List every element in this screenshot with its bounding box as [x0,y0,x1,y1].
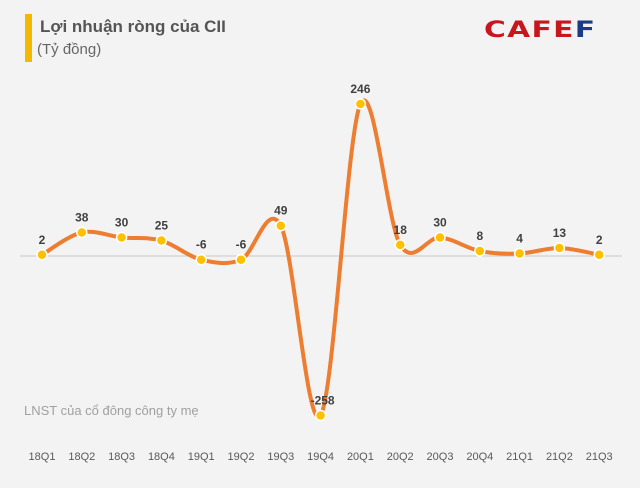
data-point [195,253,207,266]
data-point [314,409,327,422]
data-point [275,219,287,232]
x-tick-label: 20Q2 [387,451,414,463]
x-tick-label: 18Q4 [148,451,175,463]
x-tick-label: 21Q1 [506,451,533,463]
x-tick-label: 20Q3 [427,451,454,463]
x-tick-label: 20Q4 [466,451,493,463]
data-label: 30 [433,215,447,229]
data-label: 49 [274,204,288,218]
x-tick-label: 18Q3 [108,451,135,463]
data-point [394,239,406,251]
x-tick-label: 19Q2 [228,451,255,463]
x-tick-label: 21Q2 [546,451,573,463]
x-tick-label: 19Q4 [307,451,334,463]
data-point [513,247,526,260]
data-point [235,253,247,266]
data-label: 38 [75,211,89,225]
data-point [76,226,88,239]
data-label: 18 [394,223,408,237]
x-tick-label: 19Q3 [267,451,294,463]
x-tick-label: 20Q1 [347,451,374,463]
data-point [155,234,168,247]
data-label: 30 [115,215,129,229]
x-tick-label: 21Q3 [586,451,613,463]
cafef-logo: CAFEF [484,18,597,43]
data-label: -258 [311,393,335,407]
data-label: 13 [553,226,567,240]
x-tick-label: 19Q1 [188,451,215,463]
data-label: 246 [350,82,370,96]
data-label: -6 [236,238,247,252]
data-point [434,231,446,244]
data-label: 2 [39,233,46,247]
title-accent-bar [25,14,32,62]
data-point [354,98,367,110]
data-point [36,249,48,261]
data-label: 25 [155,219,169,233]
data-point [474,245,486,257]
chart-unit: (Tỷ đồng) [37,41,102,58]
series-note: LNST của cổ đông công ty mẹ [24,403,199,418]
series-line [40,98,602,419]
data-label: 4 [516,232,523,246]
data-label: -6 [196,238,207,252]
chart-title: Lợi nhuận ròng của CII [40,17,226,36]
data-point [553,242,566,254]
data-label: 8 [476,229,483,243]
data-point [593,249,605,261]
x-tick-label: 18Q1 [29,451,56,463]
data-label: 2 [596,233,603,247]
x-tick-label: 18Q2 [68,451,95,463]
data-point [115,231,128,244]
